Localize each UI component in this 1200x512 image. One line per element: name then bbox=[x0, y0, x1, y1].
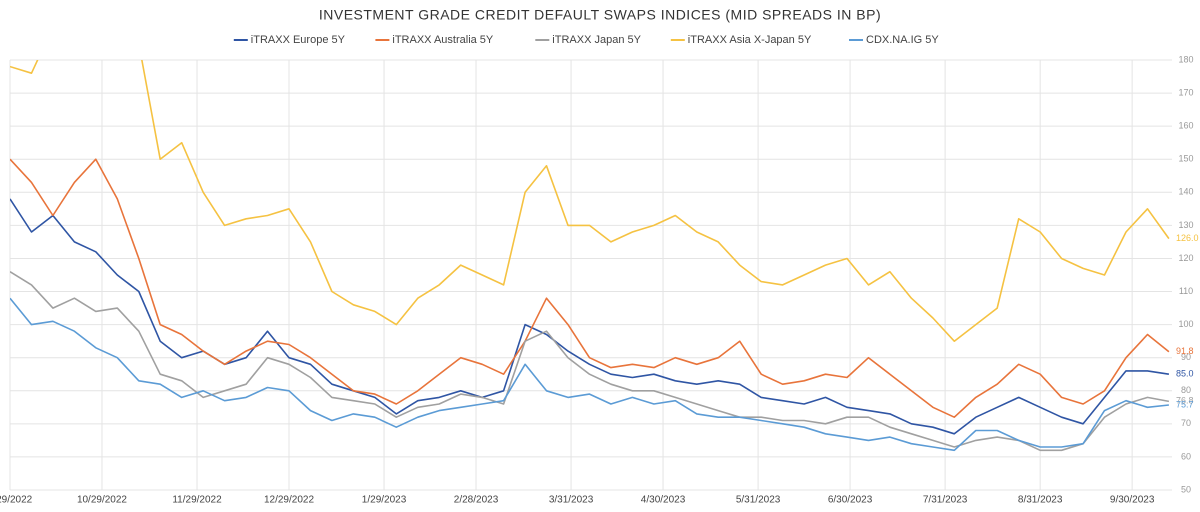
y-tick-label: 180 bbox=[1178, 54, 1193, 64]
legend-label: iTRAXX Japan 5Y bbox=[552, 34, 641, 46]
series-line bbox=[10, 271, 1170, 452]
x-tick-label: 5/31/2023 bbox=[736, 495, 781, 506]
x-tick-label: 1/29/2023 bbox=[362, 495, 407, 506]
legend-label: CDX.NA.IG 5Y bbox=[866, 34, 939, 46]
x-tick-label: 2/28/2023 bbox=[454, 495, 499, 506]
y-tick-label: 100 bbox=[1178, 319, 1193, 329]
value-label: 75.7 bbox=[1176, 399, 1194, 409]
chart-title: INVESTMENT GRADE CREDIT DEFAULT SWAPS IN… bbox=[319, 7, 881, 23]
y-tick-label: 90 bbox=[1181, 352, 1191, 362]
y-tick-label: 110 bbox=[1179, 286, 1193, 296]
x-tick-label: 8/31/2023 bbox=[1018, 495, 1063, 506]
y-tick-label: 80 bbox=[1181, 385, 1191, 395]
y-tick-label: 130 bbox=[1178, 220, 1193, 230]
x-tick-label: 10/29/2022 bbox=[77, 495, 127, 506]
x-tick-label: 9/30/2023 bbox=[1110, 495, 1155, 506]
x-tick-label: 11/29/2022 bbox=[172, 495, 222, 506]
value-label: 126.0 bbox=[1176, 233, 1199, 243]
y-tick-label: 60 bbox=[1181, 451, 1191, 461]
y-tick-label: 120 bbox=[1178, 253, 1193, 263]
value-label: 85.0 bbox=[1176, 369, 1194, 379]
series-line bbox=[10, 297, 1169, 452]
x-tick-label: 12/29/2022 bbox=[264, 495, 314, 506]
y-tick-label: 150 bbox=[1178, 154, 1193, 164]
series-line bbox=[10, 60, 1170, 342]
series-line bbox=[10, 158, 1170, 418]
legend-label: iTRAXX Asia X-Japan 5Y bbox=[688, 34, 812, 46]
y-tick-label: 140 bbox=[1178, 187, 1193, 197]
y-tick-label: 160 bbox=[1178, 121, 1193, 131]
y-tick-label: 50 bbox=[1181, 484, 1191, 494]
y-tick-label: 170 bbox=[1178, 87, 1193, 97]
x-tick-label: 7/31/2023 bbox=[923, 495, 968, 506]
x-tick-label: 4/30/2023 bbox=[641, 495, 686, 506]
legend-label: iTRAXX Australia 5Y bbox=[392, 34, 494, 46]
x-tick-label: 6/30/2023 bbox=[828, 495, 873, 506]
legend-label: iTRAXX Europe 5Y bbox=[251, 34, 346, 46]
value-label: 76.8 bbox=[1176, 396, 1194, 406]
x-tick-label: 3/31/2023 bbox=[549, 495, 594, 506]
y-tick-label: 70 bbox=[1181, 418, 1191, 428]
x-tick-label: 9/29/2022 bbox=[0, 495, 33, 506]
series-line bbox=[10, 198, 1170, 435]
value-label: 91.8 bbox=[1176, 346, 1194, 356]
plot-area bbox=[10, 60, 1170, 452]
